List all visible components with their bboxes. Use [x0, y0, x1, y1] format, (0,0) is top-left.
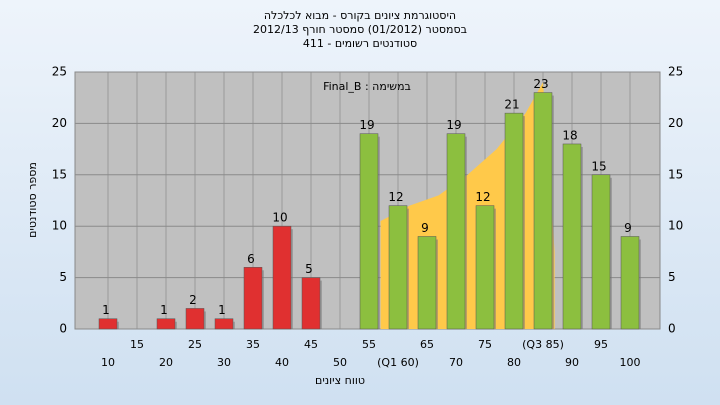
- y-tick-label: 25: [52, 65, 67, 79]
- data-label: 15: [591, 159, 606, 173]
- data-label: 2: [189, 293, 197, 307]
- x-tick-label: 40: [275, 356, 289, 369]
- y-axis-title: מספר סטודנטים: [26, 162, 39, 238]
- data-label: 19: [446, 118, 461, 132]
- y2-tick-label: 25: [668, 65, 683, 79]
- x-tick-label: 95: [594, 338, 608, 351]
- data-label: 10: [272, 211, 287, 225]
- y-tick-label: 0: [59, 322, 67, 336]
- annotation: Final_B : במשימה: [323, 80, 411, 93]
- data-label: 6: [247, 252, 255, 266]
- bar: [504, 112, 524, 330]
- data-label: 9: [421, 221, 429, 235]
- x-tick-label: 80: [507, 356, 521, 369]
- chart-title: סטודנטים רשומים - 411: [303, 37, 417, 50]
- bar: [359, 133, 379, 330]
- x-tick-label: 45: [304, 338, 318, 351]
- data-label: 12: [475, 190, 490, 204]
- x-tick-label: 100: [620, 356, 641, 369]
- data-label: 18: [562, 128, 577, 142]
- x-tick-label: 70: [449, 356, 463, 369]
- x-tick-label: (Q3 85): [522, 338, 564, 351]
- x-tick-label: 20: [159, 356, 173, 369]
- bar: [475, 205, 495, 330]
- x-tick-label: 35: [246, 338, 260, 351]
- bar: [591, 174, 611, 330]
- y2-tick-label: 20: [668, 116, 683, 130]
- x-tick-label: 10: [101, 356, 115, 369]
- data-label: 21: [504, 98, 519, 112]
- data-label: 23: [533, 77, 548, 91]
- y-tick-label: 5: [59, 270, 67, 284]
- y2-tick-label: 10: [668, 219, 683, 233]
- y2-tick-label: 5: [668, 270, 676, 284]
- data-label: 5: [305, 262, 313, 276]
- data-label: 9: [624, 221, 632, 235]
- bar: [301, 277, 321, 330]
- bar: [533, 92, 553, 330]
- x-tick-label: 15: [130, 338, 144, 351]
- x-tick-label: 90: [565, 356, 579, 369]
- bar: [388, 205, 408, 330]
- chart-title: בסמסטר (01/2012) סמסטר חורף 2012/13: [253, 23, 467, 36]
- bar: [272, 225, 292, 330]
- bar: [156, 318, 176, 330]
- bar: [417, 236, 437, 330]
- bar: [562, 143, 582, 330]
- bar: [620, 236, 640, 330]
- y-tick-label: 20: [52, 116, 67, 130]
- y2-tick-label: 0: [668, 322, 676, 336]
- x-tick-label: 30: [217, 356, 231, 369]
- bar: [243, 267, 263, 330]
- bar: [98, 318, 118, 330]
- data-label: 1: [102, 303, 110, 317]
- x-axis-title: טווח ציונים: [315, 374, 365, 387]
- y-tick-label: 15: [52, 167, 67, 181]
- x-tick-label: 25: [188, 338, 202, 351]
- data-label: 1: [160, 303, 168, 317]
- bar: [214, 318, 234, 330]
- x-tick-label: 65: [420, 338, 434, 351]
- y-tick-label: 10: [52, 219, 67, 233]
- x-tick-label: 55: [362, 338, 376, 351]
- y2-tick-label: 15: [668, 167, 683, 181]
- data-label: 19: [359, 118, 374, 132]
- x-tick-label: 75: [478, 338, 492, 351]
- x-tick-label: 50: [333, 356, 347, 369]
- data-label: 12: [388, 190, 403, 204]
- bar: [185, 308, 205, 330]
- chart-title: היסטוגרמת ציונים בקורס - מבוא לכלכלה: [264, 9, 456, 22]
- data-label: 1: [218, 303, 226, 317]
- bar: [446, 133, 466, 330]
- x-tick-label: (Q1 60): [377, 356, 419, 369]
